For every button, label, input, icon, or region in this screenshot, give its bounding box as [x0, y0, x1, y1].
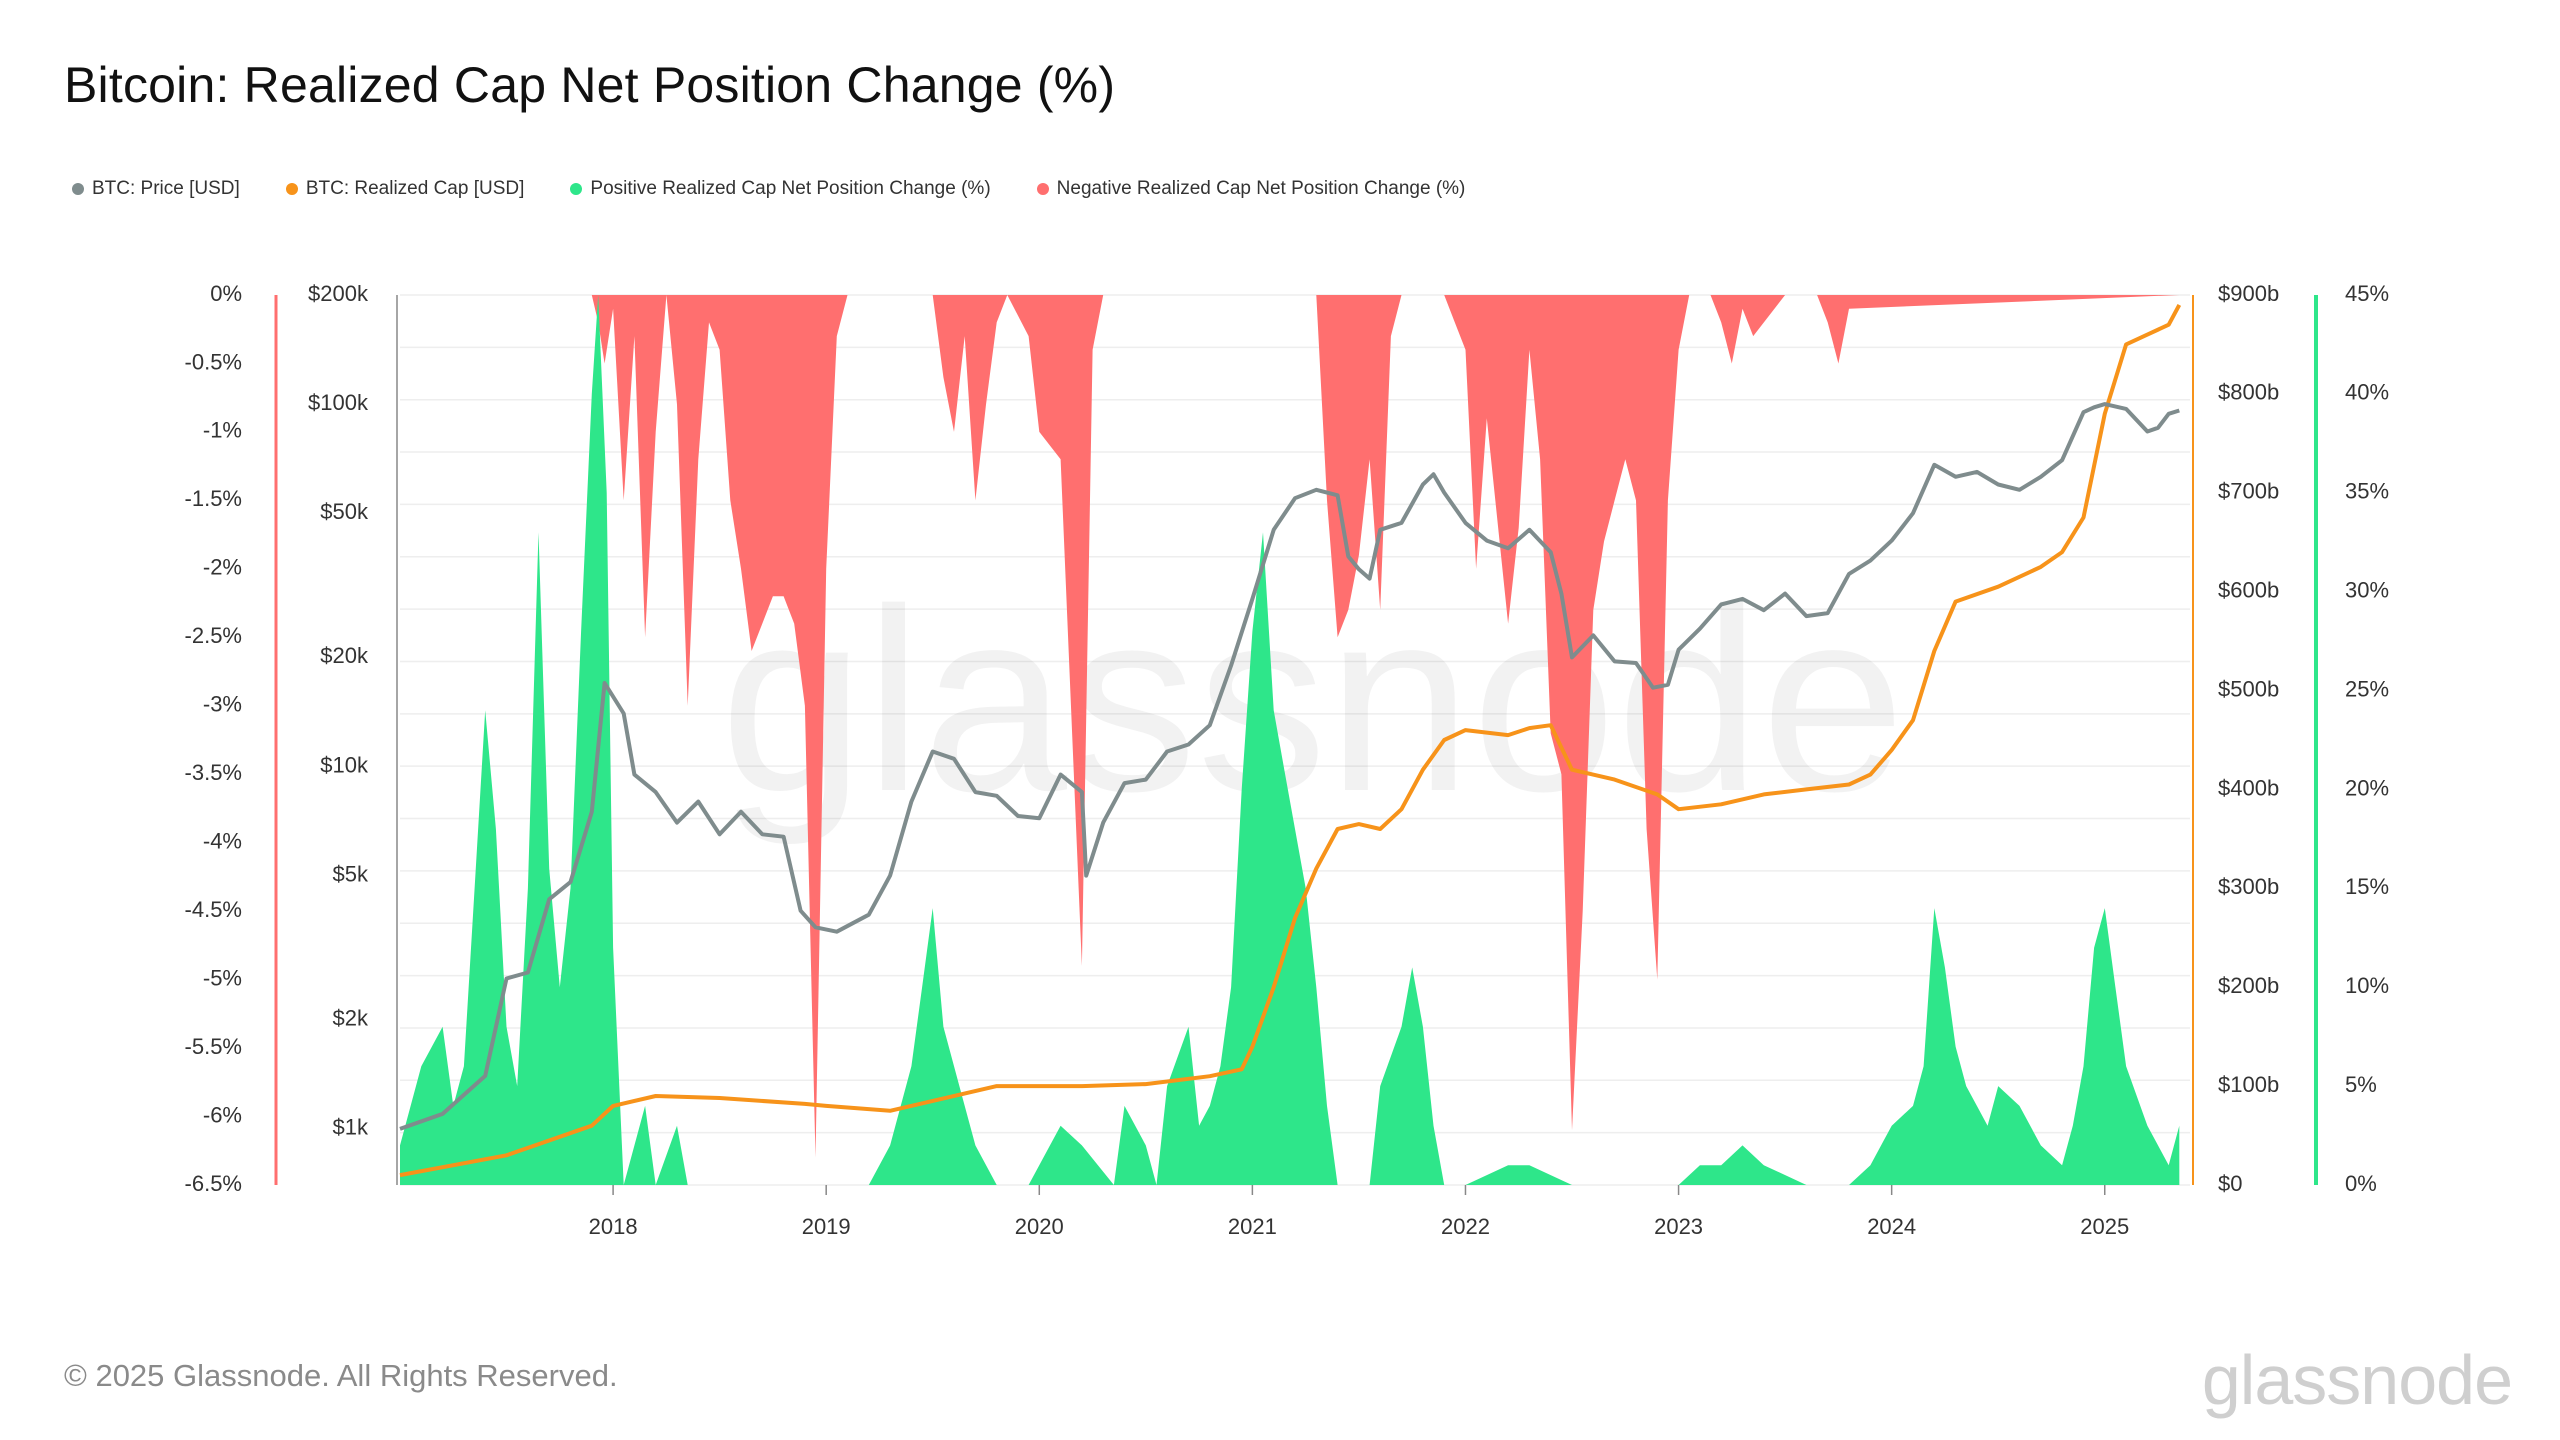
realized-cap-axis-tick-label: $300b — [2218, 874, 2279, 899]
x-axis-tick-label: 2020 — [1015, 1214, 1064, 1239]
realized-cap-series — [399, 303, 2182, 1178]
negative-axis-tick-label: -1.5% — [185, 486, 242, 511]
price-series — [399, 402, 2180, 1131]
negative-axis-tick-label: -3% — [203, 692, 242, 717]
positive-axis-tick-label: 20% — [2345, 775, 2389, 800]
x-axis-tick-label: 2021 — [1228, 1214, 1277, 1239]
negative-axis-tick-label: -1% — [203, 418, 242, 443]
brand-logo: glassnode — [2201, 1341, 2513, 1419]
copyright-footer: © 2025 Glassnode. All Rights Reserved. — [64, 1358, 618, 1393]
x-axis-tick-label: 2025 — [2080, 1214, 2129, 1239]
negative-axis-tick-label: -5% — [203, 965, 242, 990]
negative-axis-tick-label: -2.5% — [185, 623, 242, 648]
legend-item-price[interactable]: BTC: Price [USD] — [72, 178, 240, 200]
realized-cap-axis-tick-label: $600b — [2218, 577, 2279, 602]
price-axis-tick-label: $5k — [333, 861, 369, 886]
legend-item-positive-change[interactable]: Positive Realized Cap Net Position Chang… — [570, 178, 991, 200]
negative-axis-tick-label: -3.5% — [185, 760, 242, 785]
price-axis-tick-label: $50k — [320, 499, 369, 524]
realized-cap-axis-tick-label: $200b — [2218, 973, 2279, 998]
legend-item-realized-cap[interactable]: BTC: Realized Cap [USD] — [285, 178, 525, 200]
price-axis-tick-label: $2k — [333, 1006, 369, 1031]
positive-axis-tick-label: 25% — [2345, 676, 2389, 701]
axis-labels: 0% -0.5% -1% -1.5% -2% -2.5% -3% -3.5% -4% -4.5% -… — [185, 281, 2390, 1239]
chart-watermark: glassnode — [720, 556, 1905, 847]
realized-cap-axis-tick-label: $700b — [2218, 479, 2279, 504]
positive-change-series — [400, 295, 2180, 1185]
realized-cap-axis-tick-label: $100b — [2218, 1072, 2279, 1097]
price-line — [399, 402, 2180, 1131]
legend-dot-negative-icon — [1036, 183, 1049, 195]
x-axis-tick-label: 2023 — [1654, 1214, 1703, 1239]
negative-axis-tick-label: -6% — [203, 1102, 242, 1127]
legend-label-negative-change: Negative Realized Cap Net Position Chang… — [1056, 178, 1466, 199]
x-axis-tick-label: 2022 — [1441, 1214, 1490, 1239]
negative-axis-tick-label: 0% — [210, 281, 242, 306]
x-axis-tick-label: 2019 — [802, 1214, 851, 1239]
chart-title: Bitcoin: Realized Cap Net Position Chang… — [64, 57, 1116, 113]
negative-axis-tick-label: -6.5% — [185, 1171, 242, 1196]
negative-axis-tick-label: -4.5% — [185, 897, 242, 922]
price-axis-tick-label: $100k — [308, 390, 369, 415]
price-axis-tick-label: $200k — [308, 281, 369, 306]
positive-axis-tick-label: 40% — [2345, 380, 2389, 405]
axes — [274, 295, 2318, 1185]
negative-axis-tick-label: -0.5% — [185, 349, 242, 374]
x-axis-tick-label: 2018 — [589, 1214, 638, 1239]
legend-label-positive-change: Positive Realized Cap Net Position Chang… — [590, 178, 991, 199]
realized-cap-axis-tick-label: $500b — [2218, 676, 2279, 701]
chart-legend: BTC: Price [USD] BTC: Realized Cap [USD]… — [72, 178, 1465, 200]
x-axis-tick-label: 2024 — [1867, 1214, 1916, 1239]
negative-axis-tick-label: -5.5% — [185, 1034, 242, 1059]
positive-axis-tick-label: 45% — [2345, 281, 2389, 306]
realized-cap-axis-tick-label: $400b — [2218, 775, 2279, 800]
positive-axis-tick-label: 35% — [2345, 479, 2389, 504]
realized-cap-axis-tick-label: $800b — [2218, 380, 2279, 405]
positive-axis-tick-label: 30% — [2345, 577, 2389, 602]
legend-item-negative-change[interactable]: Negative Realized Cap Net Position Chang… — [1036, 178, 1466, 200]
price-axis-tick-label: $20k — [320, 643, 369, 668]
realized-cap-axis-tick-label: $0 — [2218, 1171, 2242, 1196]
positive-axis-tick-label: 0% — [2345, 1171, 2377, 1196]
negative-axis-tick-label: -2% — [203, 555, 242, 580]
legend-dot-price-icon — [72, 183, 84, 195]
positive-change-area — [400, 295, 2180, 1185]
legend-dot-realized-cap-icon — [285, 183, 298, 195]
positive-axis-tick-label: 15% — [2345, 874, 2389, 899]
positive-axis-tick-label: 5% — [2345, 1072, 2377, 1097]
price-axis-tick-label: $10k — [320, 752, 369, 777]
legend-label-price: BTC: Price [USD] — [92, 178, 240, 199]
legend-label-realized-cap: BTC: Realized Cap [USD] — [305, 178, 525, 199]
positive-axis-tick-label: 10% — [2345, 973, 2389, 998]
realized-cap-axis-tick-label: $900b — [2218, 281, 2279, 306]
realized-cap-line — [399, 303, 2182, 1178]
negative-axis-tick-label: -4% — [203, 829, 242, 854]
legend-dot-positive-icon — [570, 183, 583, 195]
price-axis-tick-label: $1k — [333, 1115, 369, 1140]
